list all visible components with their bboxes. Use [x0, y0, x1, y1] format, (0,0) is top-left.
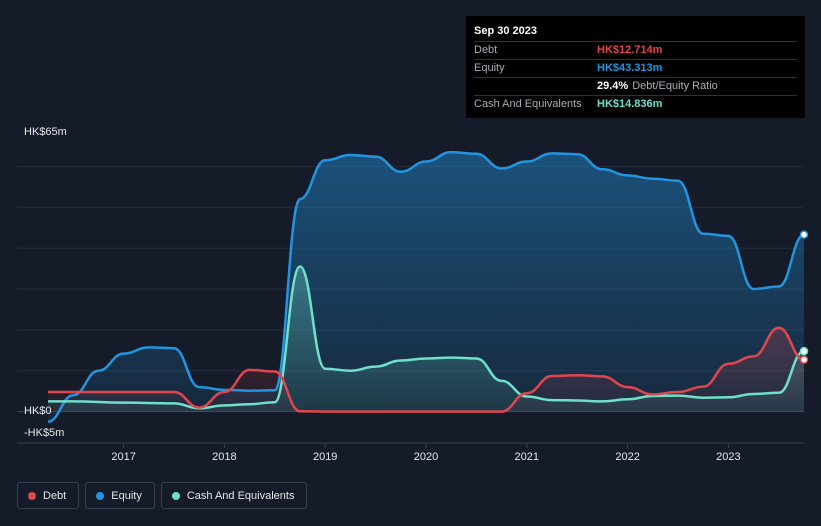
x-tick-label: 2017: [111, 451, 135, 463]
debt-line: [48, 326, 805, 413]
x-axis-labels: 2017 2018 2019 2020 2021 2022 2023: [111, 443, 741, 463]
tooltip-date: Sep 30 2023: [474, 25, 537, 37]
equity-endpoint: [799, 230, 809, 239]
debt-endpoint: [799, 355, 809, 364]
cash-and-equivalents-line: [47, 265, 805, 410]
tooltip-cash-value: HK$14.836m: [597, 98, 663, 110]
tooltip-debt-label: Debt: [474, 44, 498, 56]
x-tick-label: 2019: [313, 451, 337, 463]
equity-line: [47, 150, 805, 424]
equity-dot-icon: [96, 491, 105, 500]
tooltip-cash-label: Cash And Equivalents: [474, 98, 582, 110]
legend-debt-label: Debt: [43, 489, 67, 502]
tooltip-debt-row: Debt HK$12.714m: [474, 41, 797, 59]
cash-and-equivalents-endpoint: [799, 346, 809, 356]
y-axis-labels: HK$65m HK$0 -HK$5m: [24, 126, 67, 439]
tooltip-debt-value: HK$12.714m: [597, 44, 663, 56]
tooltip-equity-label: Equity: [474, 62, 505, 74]
series-areas: [48, 152, 804, 422]
legend-debt[interactable]: Debt: [17, 482, 80, 509]
x-tick-label: 2021: [515, 451, 539, 463]
series-endpoints: [799, 230, 809, 364]
legend-equity[interactable]: Equity: [85, 482, 155, 509]
legend-cash[interactable]: Cash And Equivalents: [160, 482, 308, 509]
cash-and-equivalents-area: [48, 266, 804, 412]
tooltip-cash-row: Cash And Equivalents HK$14.836m: [474, 95, 797, 113]
data-tooltip: Sep 30 2023 Debt HK$12.714m Equity HK$43…: [466, 16, 805, 118]
tooltip-equity-value: HK$43.313m: [597, 62, 663, 74]
chart-legend: Debt Equity Cash And Equivalents: [17, 482, 308, 509]
tooltip-ratio-row: 29.4% Debt/Equity Ratio: [474, 77, 797, 95]
x-tick-label: 2023: [716, 451, 740, 463]
y-tick-label: HK$0: [24, 405, 52, 417]
series-lines: [47, 150, 805, 424]
y-tick-label: HK$65m: [24, 126, 67, 138]
y-tick-label: -HK$5m: [24, 427, 64, 439]
legend-cash-label: Cash And Equivalents: [186, 489, 295, 502]
legend-equity-label: Equity: [111, 489, 142, 502]
cash-dot-icon: [171, 491, 180, 500]
debt-dot-icon: [28, 491, 36, 500]
tooltip-equity-row: Equity HK$43.313m: [474, 59, 797, 77]
x-tick-label: 2020: [414, 451, 438, 463]
tooltip-ratio-value: 29.4%: [597, 80, 629, 92]
x-tick-label: 2018: [212, 451, 236, 463]
equity-area: [48, 152, 804, 422]
x-tick-label: 2022: [615, 451, 639, 463]
tooltip-ratio-label: Debt/Equity Ratio: [632, 80, 718, 92]
